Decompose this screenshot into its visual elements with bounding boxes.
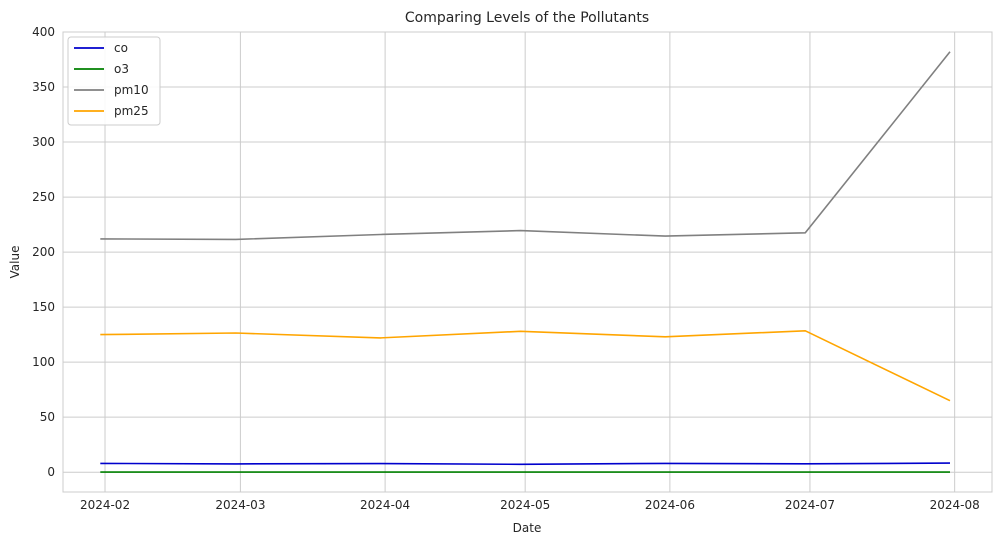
- plot-area: [63, 32, 992, 492]
- x-axis-label: Date: [513, 521, 542, 535]
- y-tick-label: 400: [32, 25, 55, 39]
- y-tick-label: 150: [32, 300, 55, 314]
- y-axis-label: Value: [8, 246, 22, 279]
- grid: [63, 31, 992, 492]
- legend-label-pm25: pm25: [114, 104, 149, 118]
- y-tick-label: 350: [32, 80, 55, 94]
- series-line-co: [100, 462, 951, 466]
- y-tick-label: 250: [32, 190, 55, 204]
- x-tick-label: 2024-04: [360, 498, 410, 512]
- x-tick-label: 2024-03: [215, 498, 265, 512]
- x-tick-label: 2024-08: [930, 498, 980, 512]
- plot-border: [62, 31, 993, 493]
- y-tick-labels: 0 50 100 150 200 250 300 350 400: [32, 25, 55, 479]
- legend-label-co: co: [114, 41, 128, 55]
- legend: co o3 pm10 pm25: [67, 36, 161, 126]
- x-tick-label: 2024-02: [80, 498, 130, 512]
- y-tick-label: 100: [32, 355, 55, 369]
- x-tick-label: 2024-05: [500, 498, 550, 512]
- series-line-pm10: [100, 51, 951, 241]
- series-line-pm25: [100, 329, 951, 402]
- series-lines: [100, 51, 951, 473]
- y-tick-label: 200: [32, 245, 55, 259]
- y-tick-label: 50: [40, 410, 55, 424]
- y-tick-label: 300: [32, 135, 55, 149]
- x-tick-labels: 2024-02 2024-03 2024-04 2024-05 2024-06 2024-…: [80, 498, 980, 512]
- legend-label-o3: o3: [114, 62, 129, 76]
- legend-box: [67, 36, 161, 126]
- legend-label-pm10: pm10: [114, 83, 149, 97]
- x-tick-label: 2024-07: [785, 498, 835, 512]
- y-tick-label: 0: [47, 465, 55, 479]
- chart-title: Comparing Levels of the Pollutants: [405, 10, 649, 26]
- x-tick-label: 2024-06: [645, 498, 695, 512]
